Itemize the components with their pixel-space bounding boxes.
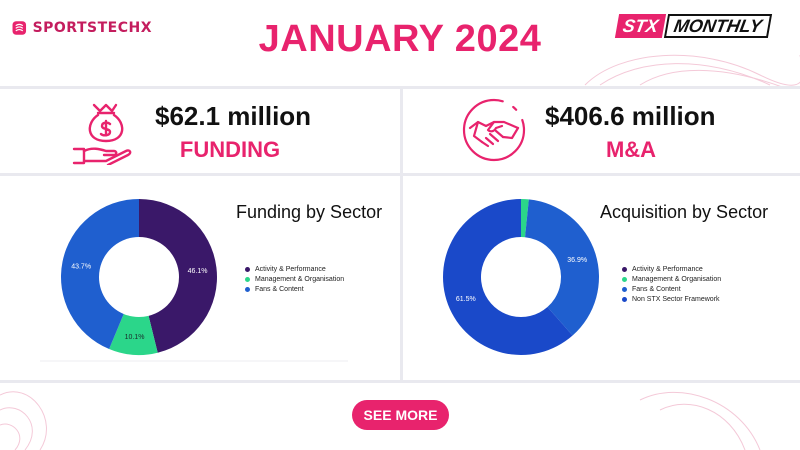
acquisition-donut-chart: 36.9% 61.5%: [443, 199, 599, 355]
legend-label-activity-2: Activity & Performance: [632, 265, 703, 273]
legend-label-nonstx-2: Non STX Sector Framework: [632, 295, 720, 303]
legend-label-management-2: Management & Organisation: [632, 275, 722, 283]
brand-name: SPORTSTECHX: [32, 20, 152, 36]
legend-label-management: Management & Organisation: [255, 275, 345, 283]
funding-value: $62.1 million: [155, 101, 312, 131]
acquisition-slice-3: [443, 199, 573, 355]
legend-swatch-management: [245, 276, 250, 282]
legend-label-activity: Activity & Performance: [255, 265, 326, 273]
funding-donut-chart: 46.1% 10.1% 43.7%: [40, 199, 348, 362]
legend-swatch-activity-2: [622, 266, 627, 272]
see-more-button[interactable]: SEE MORE: [352, 400, 449, 430]
legend-label-fans-2: Fans & Content: [632, 285, 681, 293]
funding-label: FUNDING: [179, 137, 281, 162]
funding-legend: Activity & Performance Management & Orga…: [245, 264, 344, 294]
funding-value-label-1: 10.1%: [125, 334, 145, 341]
legend-item-fans-2: Fans & Content: [622, 284, 721, 294]
legend-item-nonstx-2: Non STX Sector Framework: [622, 294, 721, 304]
acquisition-chart-title: Acquisition by Sector: [600, 202, 769, 222]
divider-vertical: [400, 86, 403, 383]
legend-item-management-2: Management & Organisation: [622, 274, 721, 284]
legend-swatch-fans: [245, 286, 250, 292]
legend-item-activity: Activity & Performance: [245, 264, 344, 274]
funding-slice-0: [139, 199, 218, 353]
funding-slice-2: [61, 199, 139, 350]
funding-chart-title: Funding by Sector: [236, 202, 383, 222]
mna-label: M&A: [605, 137, 657, 162]
money-bag-hand-icon: [72, 103, 132, 165]
sportstechx-logo-icon: [12, 21, 27, 35]
handshake-icon: [462, 98, 526, 162]
page-title: JANUARY 2024: [258, 18, 542, 60]
legend-swatch-fans-2: [622, 286, 627, 292]
funding-value-label-2: 43.7%: [71, 263, 91, 270]
stx-monthly-badge: STX MONTHLY: [614, 14, 785, 38]
legend-swatch-nonstx-2: [622, 296, 627, 302]
acquisition-value-label-3: 61.5%: [456, 296, 476, 303]
acquisition-value-label-2: 36.9%: [567, 257, 587, 264]
mna-value: $406.6 million: [545, 101, 716, 131]
brand-logo[interactable]: SPORTSTECHX: [12, 10, 152, 46]
acquisition-slice-1: [521, 199, 529, 238]
legend-label-fans: Fans & Content: [255, 285, 304, 293]
funding-value-label-0: 46.1%: [188, 268, 208, 275]
funding-slice-1: [109, 313, 158, 355]
legend-item-activity-2: Activity & Performance: [622, 264, 721, 274]
badge-monthly: MONTHLY: [663, 14, 772, 38]
legend-swatch-management-2: [622, 276, 627, 282]
legend-item-fans: Fans & Content: [245, 284, 344, 294]
legend-item-management: Management & Organisation: [245, 274, 344, 284]
acquisition-slice-2: [525, 199, 599, 336]
acquisition-legend: Activity & Performance Management & Orga…: [622, 264, 721, 304]
legend-swatch-activity: [245, 266, 250, 272]
badge-stx: STX: [614, 14, 667, 38]
